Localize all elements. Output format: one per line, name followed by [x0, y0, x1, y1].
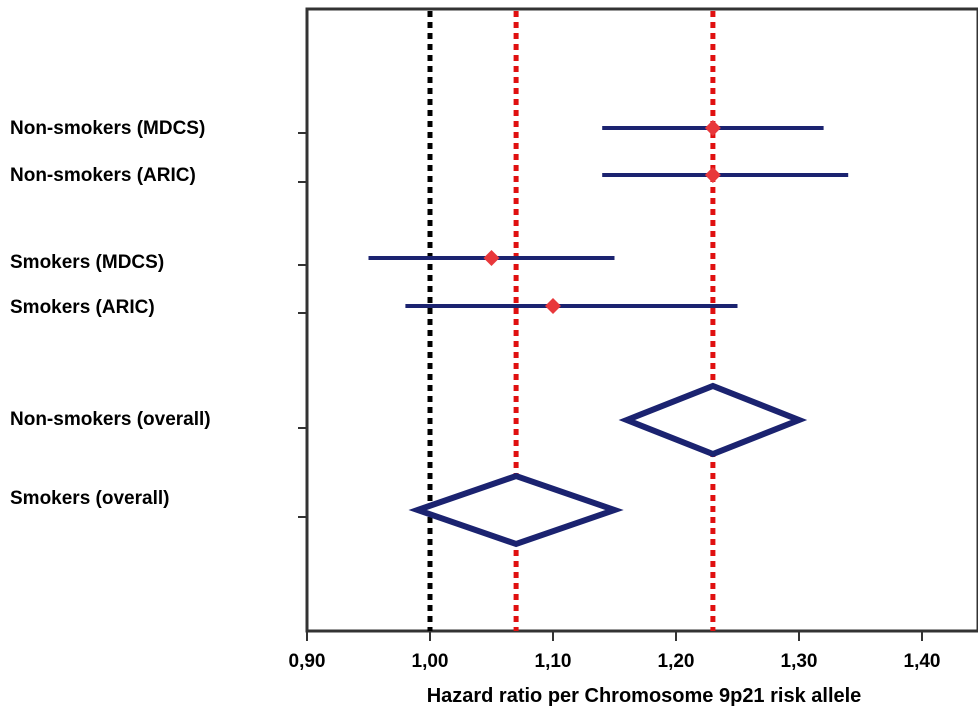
x-tick-label-1: 0,90	[289, 651, 326, 672]
point-estimate-study-2	[704, 167, 721, 183]
x-tick-label-4: 1,20	[658, 651, 695, 672]
reference-lines	[427, 11, 716, 631]
plot-area	[305, 7, 978, 633]
row-label-study-3: Smokers (MDCS)	[10, 252, 164, 273]
row-label-pooled-2: Smokers (overall)	[10, 488, 169, 509]
point-estimate-study-1	[704, 120, 721, 136]
point-estimate-study-3	[483, 250, 500, 266]
x-tick-label-3: 1,10	[535, 651, 572, 672]
x-tick-label-2: 1,00	[412, 651, 449, 672]
row-label-study-4: Smokers (ARIC)	[10, 297, 155, 318]
row-label-study-1: Non-smokers (MDCS)	[10, 118, 205, 139]
x-axis: 0,90 1,00 1,10 1,20 1,30 1,40	[289, 631, 941, 672]
row-label-study-2: Non-smokers (ARIC)	[10, 165, 196, 186]
x-tick-label-6: 1,40	[904, 651, 941, 672]
point-estimate-study-4	[545, 298, 561, 314]
x-tick-label-5: 1,30	[781, 651, 818, 672]
row-label-pooled-1: Non-smokers (overall)	[10, 409, 211, 430]
pooled-diamond-1	[618, 382, 808, 458]
y-axis-ticks	[298, 132, 307, 518]
row-labels: Non-smokers (MDCS) Non-smokers (ARIC) Smok…	[10, 118, 211, 509]
forest-marks	[368, 120, 849, 548]
plot-frame	[305, 7, 978, 633]
pooled-diamond-2	[408, 472, 624, 548]
x-axis-title: Hazard ratio per Chromosome 9p21 risk al…	[427, 685, 862, 707]
